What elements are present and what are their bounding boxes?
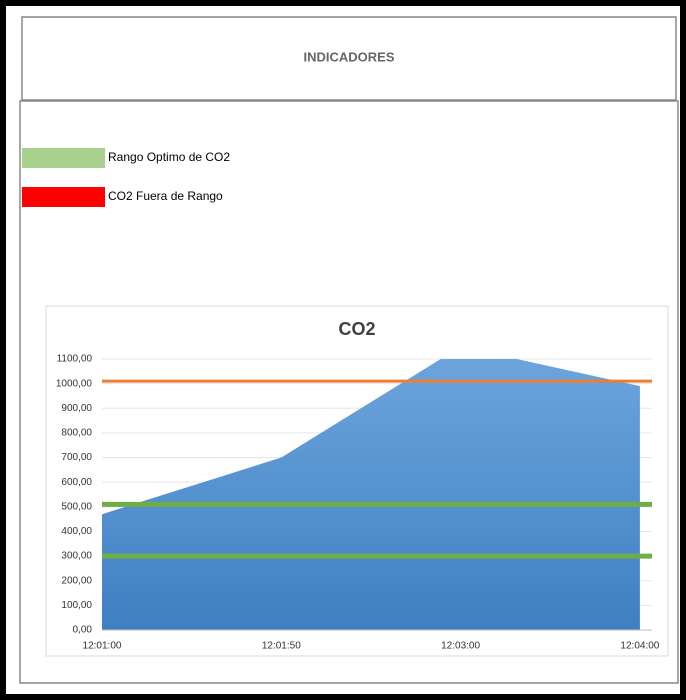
- y-tick-label: 900,00: [61, 403, 92, 414]
- x-tick-label: 12:03:00: [441, 641, 480, 652]
- header-title: INDICADORES: [303, 49, 394, 64]
- legend-swatch: [22, 148, 105, 168]
- y-tick-label: 100,00: [61, 600, 92, 611]
- header-box: [21, 16, 677, 101]
- y-tick-label: 200,00: [61, 575, 92, 586]
- x-tick-label: 12:01:00: [83, 641, 122, 652]
- y-tick-label: 1100,00: [57, 354, 93, 365]
- y-tick-label: 300,00: [61, 551, 92, 562]
- legend-label: CO2 Fuera de Rango: [108, 189, 223, 203]
- area: [102, 359, 640, 630]
- x-tick-label: 12:01:50: [262, 641, 301, 652]
- y-tick-label: 0,00: [73, 625, 93, 636]
- plot: 0,00 100,00 200,00 300,00 400,00 500,00 600,00…: [56, 354, 660, 652]
- chart-title: CO2: [338, 319, 375, 339]
- y-tick-label: 700,00: [61, 452, 92, 463]
- y-tick-label: 800,00: [61, 428, 92, 439]
- y-tick-label: 1000,00: [56, 378, 93, 389]
- legend-label: Rango Optimo de CO2: [108, 150, 230, 164]
- y-tick-label: 400,00: [61, 526, 92, 537]
- legend-swatch: [22, 187, 105, 207]
- y-tick-label: 600,00: [61, 477, 92, 488]
- y-tick-label: 500,00: [61, 501, 92, 512]
- x-tick-label: 12:04:00: [620, 641, 659, 652]
